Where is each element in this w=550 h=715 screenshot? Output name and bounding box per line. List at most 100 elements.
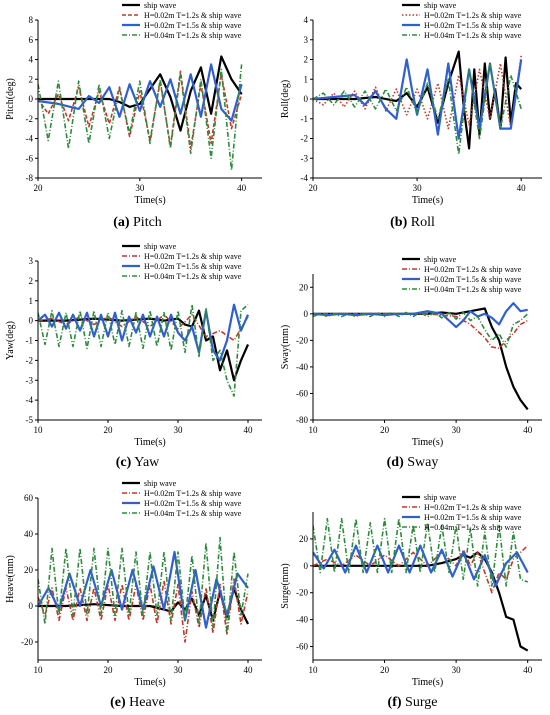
caption-a-text: Pitch [129, 215, 162, 230]
panel-roll-y-tick-label: 1 [304, 74, 309, 84]
panel-yaw-series-h-0-02m-t-1-5s-ship-wave [38, 303, 250, 362]
panel-heave-x-tick-label: 20 [104, 665, 114, 675]
panel-pitch-y-tick-label: 2 [29, 74, 34, 84]
panel-yaw-legend-label: ship wave [144, 242, 177, 251]
panel-surge-series-ship-wave [313, 551, 529, 652]
panel-roll-y-tick-label: 3 [304, 35, 309, 45]
panel-pitch: 20 30 40 -8 -6 -4 -2 0 2 4 6 8 Time(s) Pitch(deg) ship… [5, 1, 262, 206]
panel-sway-x-axis-label: Time(s) [412, 437, 443, 448]
panel-yaw-y-tick-label: -1 [26, 336, 34, 346]
panel-sway-series-h-0-02m-t-1-2s-ship-wave [313, 312, 529, 350]
panel-pitch-y-tick-label: 8 [29, 15, 34, 25]
panel-yaw-y-tick-label: 1 [29, 296, 34, 306]
panel-sway-legend-label: H=0.02m T=1.2s & ship wave [424, 265, 522, 274]
panel-yaw-x-tick-label: 40 [244, 425, 254, 435]
panel-yaw-x-tick-label: 30 [174, 425, 184, 435]
panel-roll-y-tick-label: -1 [301, 114, 309, 124]
caption-f: (f) Surge [275, 695, 550, 711]
panel-heave-y-tick-label: 60 [24, 493, 34, 503]
panel-surge-x-tick-label: 40 [523, 665, 533, 675]
panel-heave-legend-label: ship wave [144, 479, 177, 488]
panel-pitch-y-tick-label: -2 [26, 114, 34, 124]
panel-heave-y-axis-label: Heave(mm) [5, 555, 16, 603]
panel-sway-x-tick-label: 40 [523, 425, 533, 435]
caption-e-text: Heave [125, 695, 165, 710]
panel-yaw-legend-label: H=0.04m T=1.2s & ship wave [144, 272, 242, 281]
panel-surge-x-tick-label: 30 [452, 665, 462, 675]
panel-surge-y-tick-label: -60 [296, 642, 308, 652]
panel-surge-series-h-0-02m-t-1-2s-ship-wave [313, 545, 529, 594]
panel-sway-y-tick-label: 0 [304, 309, 309, 319]
panel-sway-y-tick-label: -60 [296, 388, 308, 398]
panel-roll-x-axis-label: Time(s) [412, 195, 443, 206]
panel-heave: 10 20 30 40 -20 0 20 40 60 Time(s) Heave(mm) ship w… [5, 479, 262, 688]
panel-sway-y-tick-label: 20 [299, 282, 309, 292]
panel-heave-legend-label: H=0.02m T=1.5s & ship wave [144, 499, 242, 508]
panel-roll-x-tick-label: 40 [517, 183, 527, 193]
panel-sway-x-tick-label: 20 [380, 425, 390, 435]
caption-c-text: Yaw [131, 455, 160, 470]
panel-pitch-x-tick-label: 30 [135, 183, 145, 193]
panel-roll-series-h-0-02m-t-1-5s-ship-wave [313, 58, 523, 140]
panel-sway: 10 20 30 40 -80 -60 -40 -20 0 20 Time(s) Sway(mm) sh… [280, 255, 542, 448]
panel-pitch-series-ship-wave [38, 55, 243, 132]
panel-roll: 20 30 40 -4 -3 -2 -1 0 1 2 3 4 Time(s) Roll(deg) ship … [280, 1, 542, 206]
panel-heave-x-tick-label: 40 [244, 665, 254, 675]
panel-roll-y-tick-label: 0 [304, 94, 309, 104]
panel-roll-legend-label: H=0.02m T=1.2s & ship wave [424, 11, 522, 20]
panel-roll-y-tick-label: 2 [304, 55, 309, 65]
caption-a: (a) Pitch [0, 215, 275, 231]
caption-d: (d) Sway [275, 455, 550, 471]
panel-sway-legend-label: H=0.04m T=1.2s & ship wave [424, 285, 522, 294]
panel-surge-series-h-0-04m-t-1-2s-ship-wave [313, 517, 528, 587]
caption-b-letter: (b) [390, 215, 408, 230]
panel-surge-y-tick-label: 20 [299, 534, 309, 544]
panel-surge-y-axis-label: Surge(mm) [280, 563, 291, 608]
caption-e-letter: (e) [110, 695, 126, 710]
panel-heave-x-tick-label: 10 [34, 665, 44, 675]
panel-yaw-y-tick-label: -5 [26, 415, 34, 425]
panel-yaw-x-tick-label: 10 [34, 425, 44, 435]
panel-pitch-legend-label: H=0.02m T=1.2s & ship wave [144, 11, 242, 20]
panel-pitch-y-tick-label: -8 [26, 173, 34, 183]
panel-heave-x-tick-label: 30 [174, 665, 184, 675]
panel-roll-legend-label: ship wave [424, 1, 457, 10]
panel-sway-y-tick-label: -80 [296, 415, 308, 425]
panel-surge-y-tick-label: 0 [304, 561, 309, 571]
panel-heave-legend-label: H=0.02m T=1.2s & ship wave [144, 489, 242, 498]
panel-pitch-y-tick-label: -4 [26, 134, 34, 144]
panel-surge-y-tick-label: -20 [296, 588, 308, 598]
panel-heave-y-tick-label: 0 [29, 601, 34, 611]
panel-pitch-y-tick-label: 4 [29, 55, 34, 65]
panel-sway-legend-label: H=0.02m T=1.5s & ship wave [424, 275, 522, 284]
panel-roll-legend-label: H=0.04m T=1.2s & ship wave [424, 31, 522, 40]
caption-e: (e) Heave [0, 695, 275, 711]
panel-heave-x-axis-label: Time(s) [134, 677, 165, 688]
panel-sway-legend-label: ship wave [424, 255, 457, 264]
panel-pitch-legend-label: H=0.04m T=1.2s & ship wave [144, 31, 242, 40]
panel-roll-series-h-0-04m-t-1-2s-ship-wave [313, 62, 522, 156]
panel-yaw-series-h-0-02m-t-1-2s-ship-wave [38, 313, 249, 342]
caption-c: (c) Yaw [0, 455, 275, 471]
panel-surge-legend-label: H=0.02m T=1.2s & ship wave [424, 503, 522, 512]
panel-pitch-y-axis-label: Pitch(deg) [5, 78, 16, 120]
panel-pitch-series-h-0-02m-t-1-5s-ship-wave [38, 63, 243, 122]
panel-heave-y-tick-label: -20 [21, 637, 33, 647]
panel-pitch-x-tick-label: 40 [237, 183, 247, 193]
panel-pitch-y-tick-label: 6 [29, 35, 34, 45]
panel-yaw-y-tick-label: 2 [29, 276, 34, 286]
panel-yaw-series-h-0-04m-t-1-2s-ship-wave [38, 303, 249, 397]
panel-sway-y-axis-label: Sway(mm) [280, 325, 291, 369]
panel-sway-x-tick-label: 10 [309, 425, 319, 435]
panel-roll-y-axis-label: Roll(deg) [280, 80, 291, 118]
panel-yaw-legend-label: H=0.02m T=1.2s & ship wave [144, 252, 242, 261]
panel-surge-y-tick-label: -40 [296, 615, 308, 625]
panel-roll-x-tick-label: 20 [309, 183, 319, 193]
caption-d-text: Sway [403, 455, 439, 470]
panel-yaw-legend-label: H=0.02m T=1.5s & ship wave [144, 262, 242, 271]
panel-heave-legend-label: H=0.04m T=1.2s & ship wave [144, 509, 242, 518]
panel-pitch-series-h-0-04m-t-1-2s-ship-wave [38, 64, 243, 171]
panel-surge-legend-label: H=0.02m T=1.5s & ship wave [424, 513, 522, 522]
panel-pitch-y-tick-label: 0 [29, 94, 34, 104]
